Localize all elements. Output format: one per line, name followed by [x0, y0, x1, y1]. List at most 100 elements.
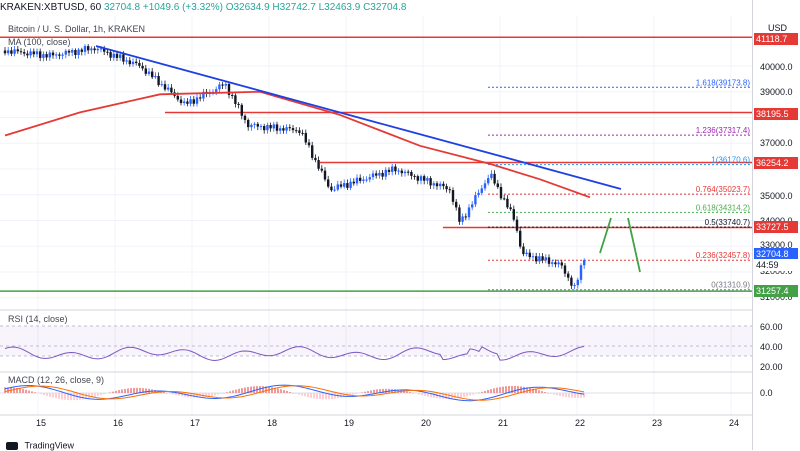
candle-body — [80, 49, 83, 52]
macd-histogram-bar — [514, 385, 516, 393]
macd-histogram-bar — [433, 393, 435, 398]
candle-body — [461, 216, 464, 222]
candle-body — [467, 207, 471, 218]
low-value: L32463.9 — [318, 2, 361, 13]
projection-up-line — [599, 217, 612, 254]
candle-body — [474, 195, 477, 205]
macd-histogram-bar — [367, 391, 369, 393]
macd-histogram-bar — [472, 393, 474, 395]
macd-histogram-bar — [307, 393, 309, 398]
price-tick: 40000.0 — [760, 62, 793, 72]
macd-histogram-bar — [109, 392, 111, 393]
fib-level-label: 0.618(34314.2) — [696, 203, 751, 212]
macd-histogram-bar — [277, 388, 279, 393]
candle-body — [490, 173, 493, 179]
macd-histogram-bar — [316, 393, 318, 399]
price-change: 32704.8 +1049.6 (+3.32%) — [103, 2, 223, 13]
candle-body — [77, 49, 80, 55]
candle-body — [247, 119, 250, 128]
ma-legend[interactable]: MA (100, close) — [8, 37, 71, 47]
candle-body — [282, 128, 285, 131]
candle-body — [192, 99, 195, 104]
candle-body — [503, 198, 506, 200]
candle-body — [42, 54, 45, 58]
candle-body — [410, 172, 413, 176]
candle-body — [320, 168, 323, 171]
macd-histogram-bar — [4, 387, 6, 393]
candle-body — [221, 84, 224, 86]
macd-histogram-bar — [163, 392, 165, 393]
symbol-name[interactable]: KRAKEN:XBTUSD, 60 — [0, 2, 102, 13]
macd-legend[interactable]: MACD (12, 26, close, 9) — [8, 375, 105, 385]
candle-body — [531, 256, 535, 258]
macd-histogram-bar — [28, 390, 30, 393]
candle-body — [394, 166, 397, 172]
fib-level-label: 1.236(37317.4) — [696, 126, 751, 135]
candle-body — [487, 178, 490, 184]
macd-histogram-bar — [466, 393, 468, 397]
candle-body — [23, 52, 26, 54]
macd-histogram-bar — [544, 392, 546, 393]
macd-histogram-bar — [31, 391, 33, 393]
rsi-legend[interactable]: RSI (14, close) — [8, 314, 68, 324]
tradingview-icon — [6, 441, 18, 450]
candle-body — [573, 285, 576, 287]
macd-histogram-bar — [361, 392, 363, 393]
macd-histogram-bar — [532, 388, 534, 393]
candle-body — [483, 183, 487, 189]
macd-histogram-bar — [487, 389, 489, 393]
candle-body — [90, 48, 93, 51]
macd-histogram-bar — [280, 389, 282, 393]
candle-body — [151, 71, 154, 78]
candle-body — [195, 97, 199, 104]
macd-histogram-bar — [22, 389, 24, 393]
candle-body — [7, 50, 10, 54]
candle-body — [115, 53, 119, 58]
macd-histogram-bar — [550, 393, 552, 394]
time-tick: 21 — [498, 418, 509, 428]
macd-histogram-bar — [568, 393, 570, 398]
macd-histogram-bar — [61, 393, 63, 400]
candle-body — [157, 76, 160, 86]
fib-level-label: 1(36170.6) — [711, 156, 750, 165]
macd-histogram-bar — [349, 393, 351, 396]
candle-body — [336, 184, 339, 190]
candle-body — [99, 48, 103, 50]
macd-histogram-bar — [304, 393, 306, 397]
macd-tick: 0.0 — [760, 388, 773, 398]
candle-body — [103, 48, 106, 52]
macd-histogram-bar — [478, 392, 480, 394]
candle-body — [480, 188, 483, 193]
candle-body — [167, 87, 170, 90]
candle-body — [215, 89, 218, 92]
macd-histogram-bar — [208, 393, 210, 397]
time-tick: 15 — [36, 418, 47, 428]
macd-histogram-bar — [19, 388, 21, 393]
candle-body — [231, 94, 234, 96]
candle-body — [51, 52, 55, 56]
macd-histogram-bar — [85, 393, 87, 399]
candle-body — [506, 198, 509, 208]
candle-body — [551, 262, 554, 264]
candle-body — [435, 183, 439, 187]
candle-body — [144, 68, 147, 74]
candle-body — [541, 256, 544, 261]
macd-histogram-bar — [499, 387, 501, 393]
projection-down-line — [627, 217, 641, 273]
macd-histogram-bar — [193, 393, 195, 398]
candle-body — [93, 48, 96, 51]
candle-body — [112, 53, 115, 58]
macd-histogram-bar — [496, 387, 498, 393]
candle-body — [407, 171, 410, 173]
candle-body — [563, 265, 567, 274]
candle-body — [381, 172, 384, 177]
macd-histogram-bar — [313, 393, 315, 399]
tradingview-logo[interactable]: TradingView — [6, 440, 74, 451]
macd-histogram-bar — [238, 388, 240, 393]
macd-histogram-bar — [181, 393, 183, 397]
rsi-pane — [0, 325, 752, 361]
macd-histogram-bar — [205, 393, 207, 397]
macd-histogram-bar — [178, 393, 180, 396]
macd-histogram-bar — [583, 393, 585, 398]
